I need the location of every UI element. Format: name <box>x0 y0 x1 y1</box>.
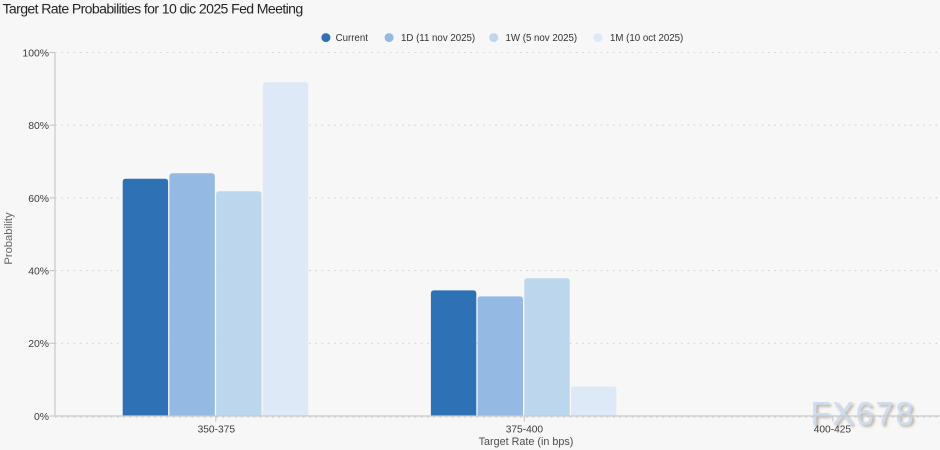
svg-text:1W (5 nov 2025): 1W (5 nov 2025) <box>506 33 578 44</box>
svg-text:60%: 60% <box>28 194 49 205</box>
svg-text:Probability: Probability <box>3 212 15 265</box>
svg-text:Current: Current <box>336 33 369 44</box>
svg-text:350-375: 350-375 <box>198 425 236 436</box>
svg-text:Target Rate (in bps): Target Rate (in bps) <box>479 436 574 448</box>
svg-text:0%: 0% <box>34 412 49 423</box>
svg-text:Target Rate Probabilities for: Target Rate Probabilities for 10 dic 202… <box>3 1 303 17</box>
svg-text:400-425: 400-425 <box>814 425 852 436</box>
svg-text:80%: 80% <box>28 121 49 132</box>
svg-text:1M (10 oct 2025): 1M (10 oct 2025) <box>610 33 683 44</box>
svg-text:20%: 20% <box>28 339 49 350</box>
svg-text:FX678: FX678 <box>811 396 916 432</box>
svg-text:40%: 40% <box>28 267 49 278</box>
svg-text:1D (11 nov 2025): 1D (11 nov 2025) <box>401 33 475 44</box>
svg-text:100%: 100% <box>22 48 49 59</box>
svg-text:375-400: 375-400 <box>506 425 544 436</box>
